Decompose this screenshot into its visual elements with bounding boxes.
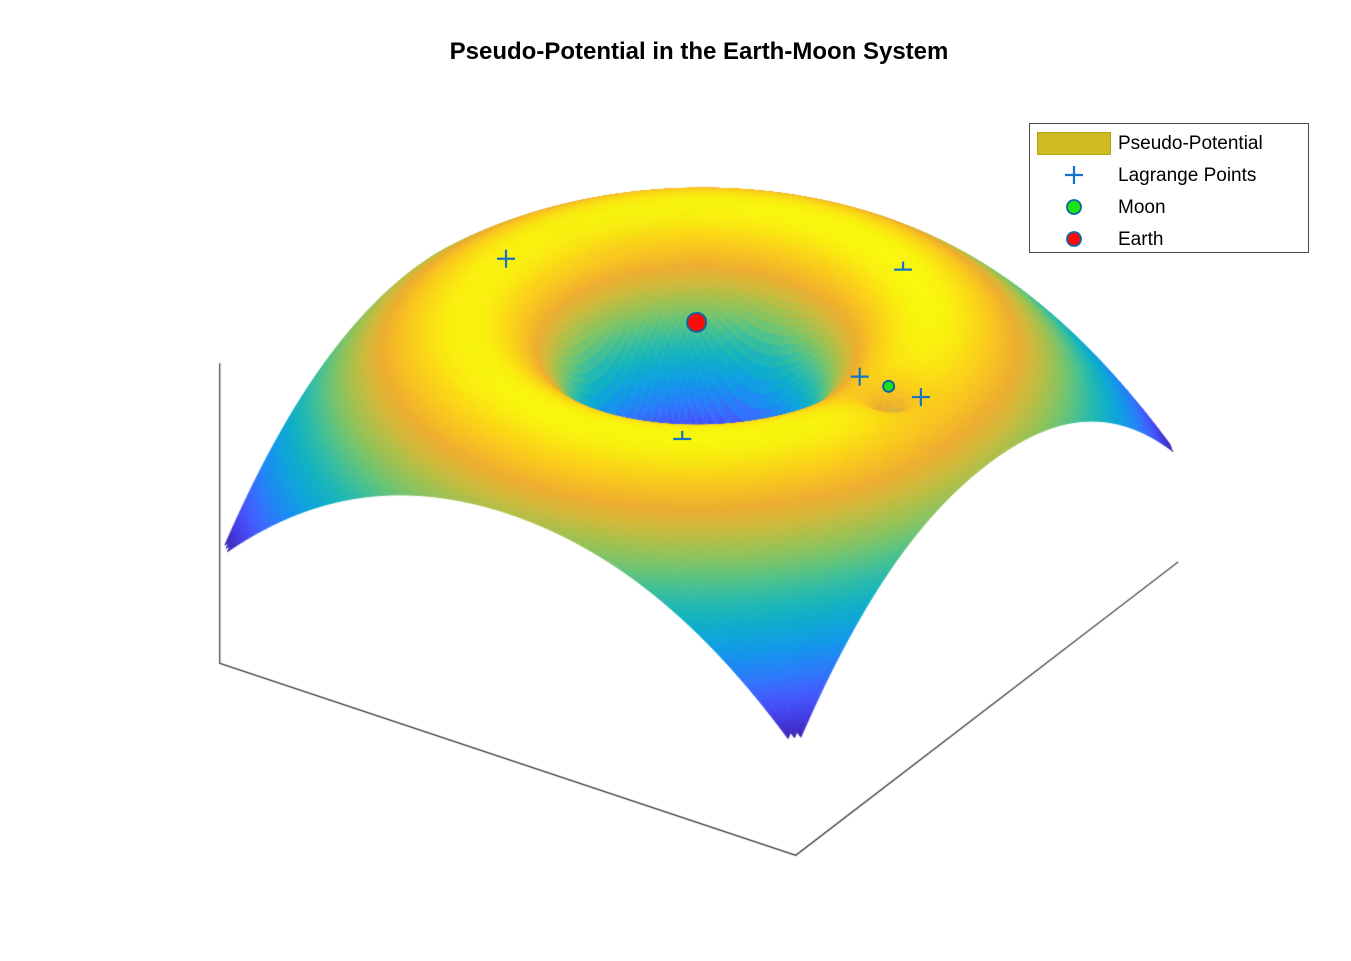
- legend-plus-icon: [1030, 163, 1118, 187]
- legend-surface-swatch: [1030, 131, 1118, 155]
- legend-label-moon: Moon: [1118, 196, 1166, 218]
- legend-label-lagrange-points: Lagrange Points: [1118, 164, 1257, 186]
- legend-earth-icon: [1030, 227, 1118, 251]
- plus-glyph: [1065, 166, 1083, 184]
- circle-glyph: [1066, 199, 1082, 215]
- legend: Pseudo-Potential Lagrange Points Moon Ea…: [1029, 123, 1309, 253]
- legend-item-earth: Earth: [1030, 223, 1308, 255]
- legend-item-lagrange-points: Lagrange Points: [1030, 159, 1308, 191]
- plot-title: Pseudo-Potential in the Earth-Moon Syste…: [449, 38, 949, 65]
- legend-label-earth: Earth: [1118, 228, 1164, 250]
- legend-item-pseudo-potential: Pseudo-Potential: [1030, 127, 1308, 159]
- legend-moon-icon: [1030, 195, 1118, 219]
- surface-color-swatch: [1037, 131, 1111, 155]
- legend-label-pseudo-potential: Pseudo-Potential: [1118, 132, 1263, 154]
- circle-glyph: [1066, 231, 1082, 247]
- legend-item-moon: Moon: [1030, 191, 1308, 223]
